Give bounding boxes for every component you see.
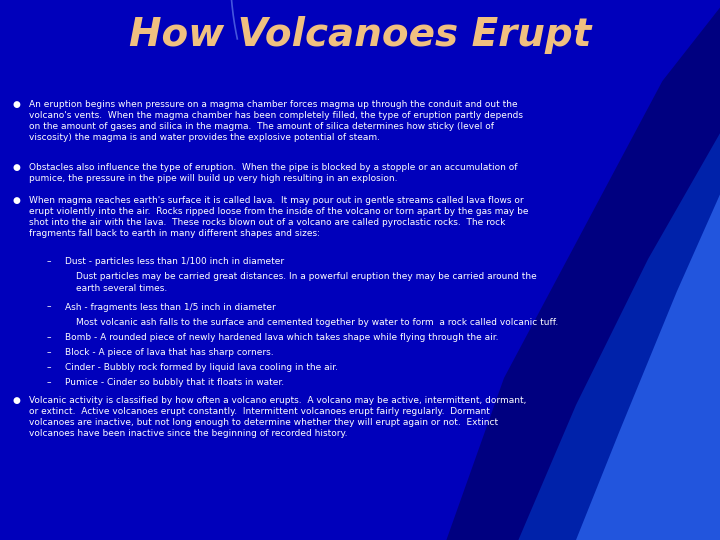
Text: Dust - particles less than 1/100 inch in diameter: Dust - particles less than 1/100 inch in… [65,258,284,266]
Text: –: – [47,258,51,266]
Text: ●: ● [13,396,21,405]
Text: ●: ● [13,163,21,172]
Text: Block - A piece of lava that has sharp corners.: Block - A piece of lava that has sharp c… [65,348,274,357]
Text: –: – [47,378,51,387]
Text: –: – [47,348,51,357]
Text: Volcanic activity is classified by how often a volcano erupts.  A volcano may be: Volcanic activity is classified by how o… [29,396,526,438]
Text: Dust particles may be carried great distances. In a powerful eruption they may b: Dust particles may be carried great dist… [76,272,536,293]
Polygon shape [576,162,720,540]
Polygon shape [446,0,720,540]
Text: Most volcanic ash falls to the surface and cemented together by water to form  a: Most volcanic ash falls to the surface a… [76,318,558,327]
Text: Ash - fragments less than 1/5 inch in diameter: Ash - fragments less than 1/5 inch in di… [65,302,276,312]
Text: Cinder - Bubbly rock formed by liquid lava cooling in the air.: Cinder - Bubbly rock formed by liquid la… [65,363,338,372]
Text: Obstacles also influence the type of eruption.  When the pipe is blocked by a st: Obstacles also influence the type of eru… [29,163,517,183]
Polygon shape [518,108,720,540]
Text: Bomb - A rounded piece of newly hardened lava which takes shape while flying thr: Bomb - A rounded piece of newly hardened… [65,333,498,342]
Text: –: – [47,333,51,342]
Text: Pumice - Cinder so bubbly that it floats in water.: Pumice - Cinder so bubbly that it floats… [65,378,284,387]
Text: –: – [47,363,51,372]
Text: ●: ● [13,196,21,205]
Text: –: – [47,302,51,312]
Text: ●: ● [13,100,21,109]
Text: How Volcanoes Erupt: How Volcanoes Erupt [129,16,591,54]
Text: An eruption begins when pressure on a magma chamber forces magma up through the : An eruption begins when pressure on a ma… [29,100,523,142]
Text: When magma reaches earth's surface it is called lava.  It may pour out in gentle: When magma reaches earth's surface it is… [29,196,528,238]
